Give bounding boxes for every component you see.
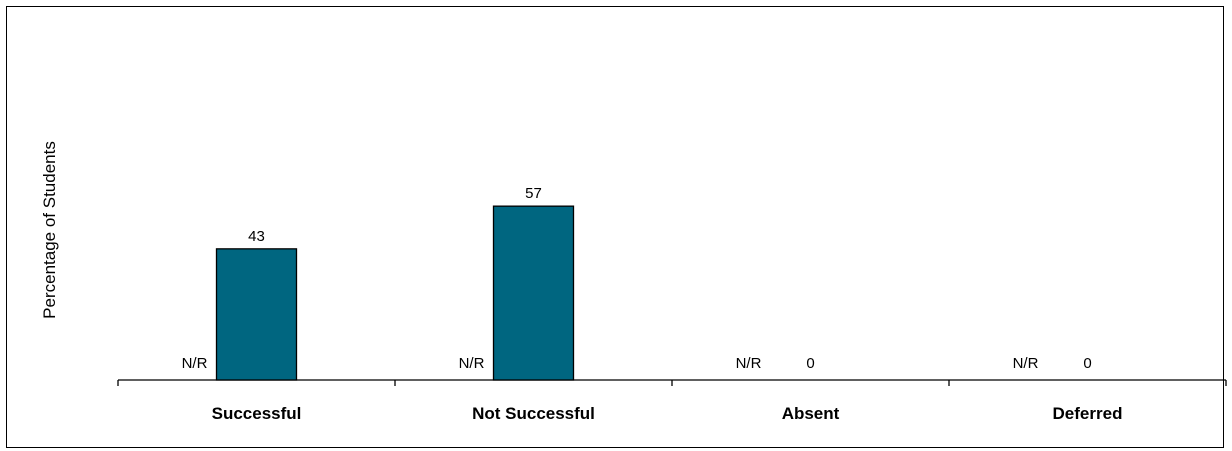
- bar: [492, 205, 575, 381]
- data-label-nr: N/R: [736, 355, 762, 372]
- data-label-value: 0: [806, 355, 814, 372]
- data-label-nr: N/R: [459, 355, 485, 372]
- data-label-nr: N/R: [182, 355, 208, 372]
- category-label: Absent: [782, 404, 840, 423]
- y-axis-label: Percentage of Students: [40, 141, 59, 319]
- chart-frame: [6, 6, 1224, 448]
- category-label: Deferred: [1053, 404, 1123, 423]
- data-label-nr: N/R: [1013, 355, 1039, 372]
- data-label-value: 43: [248, 228, 265, 245]
- category-label: Not Successful: [472, 404, 595, 423]
- category-label: Successful: [212, 404, 302, 423]
- data-label-value: 57: [525, 185, 542, 202]
- data-label-value: 0: [1083, 355, 1091, 372]
- bar: [215, 248, 298, 381]
